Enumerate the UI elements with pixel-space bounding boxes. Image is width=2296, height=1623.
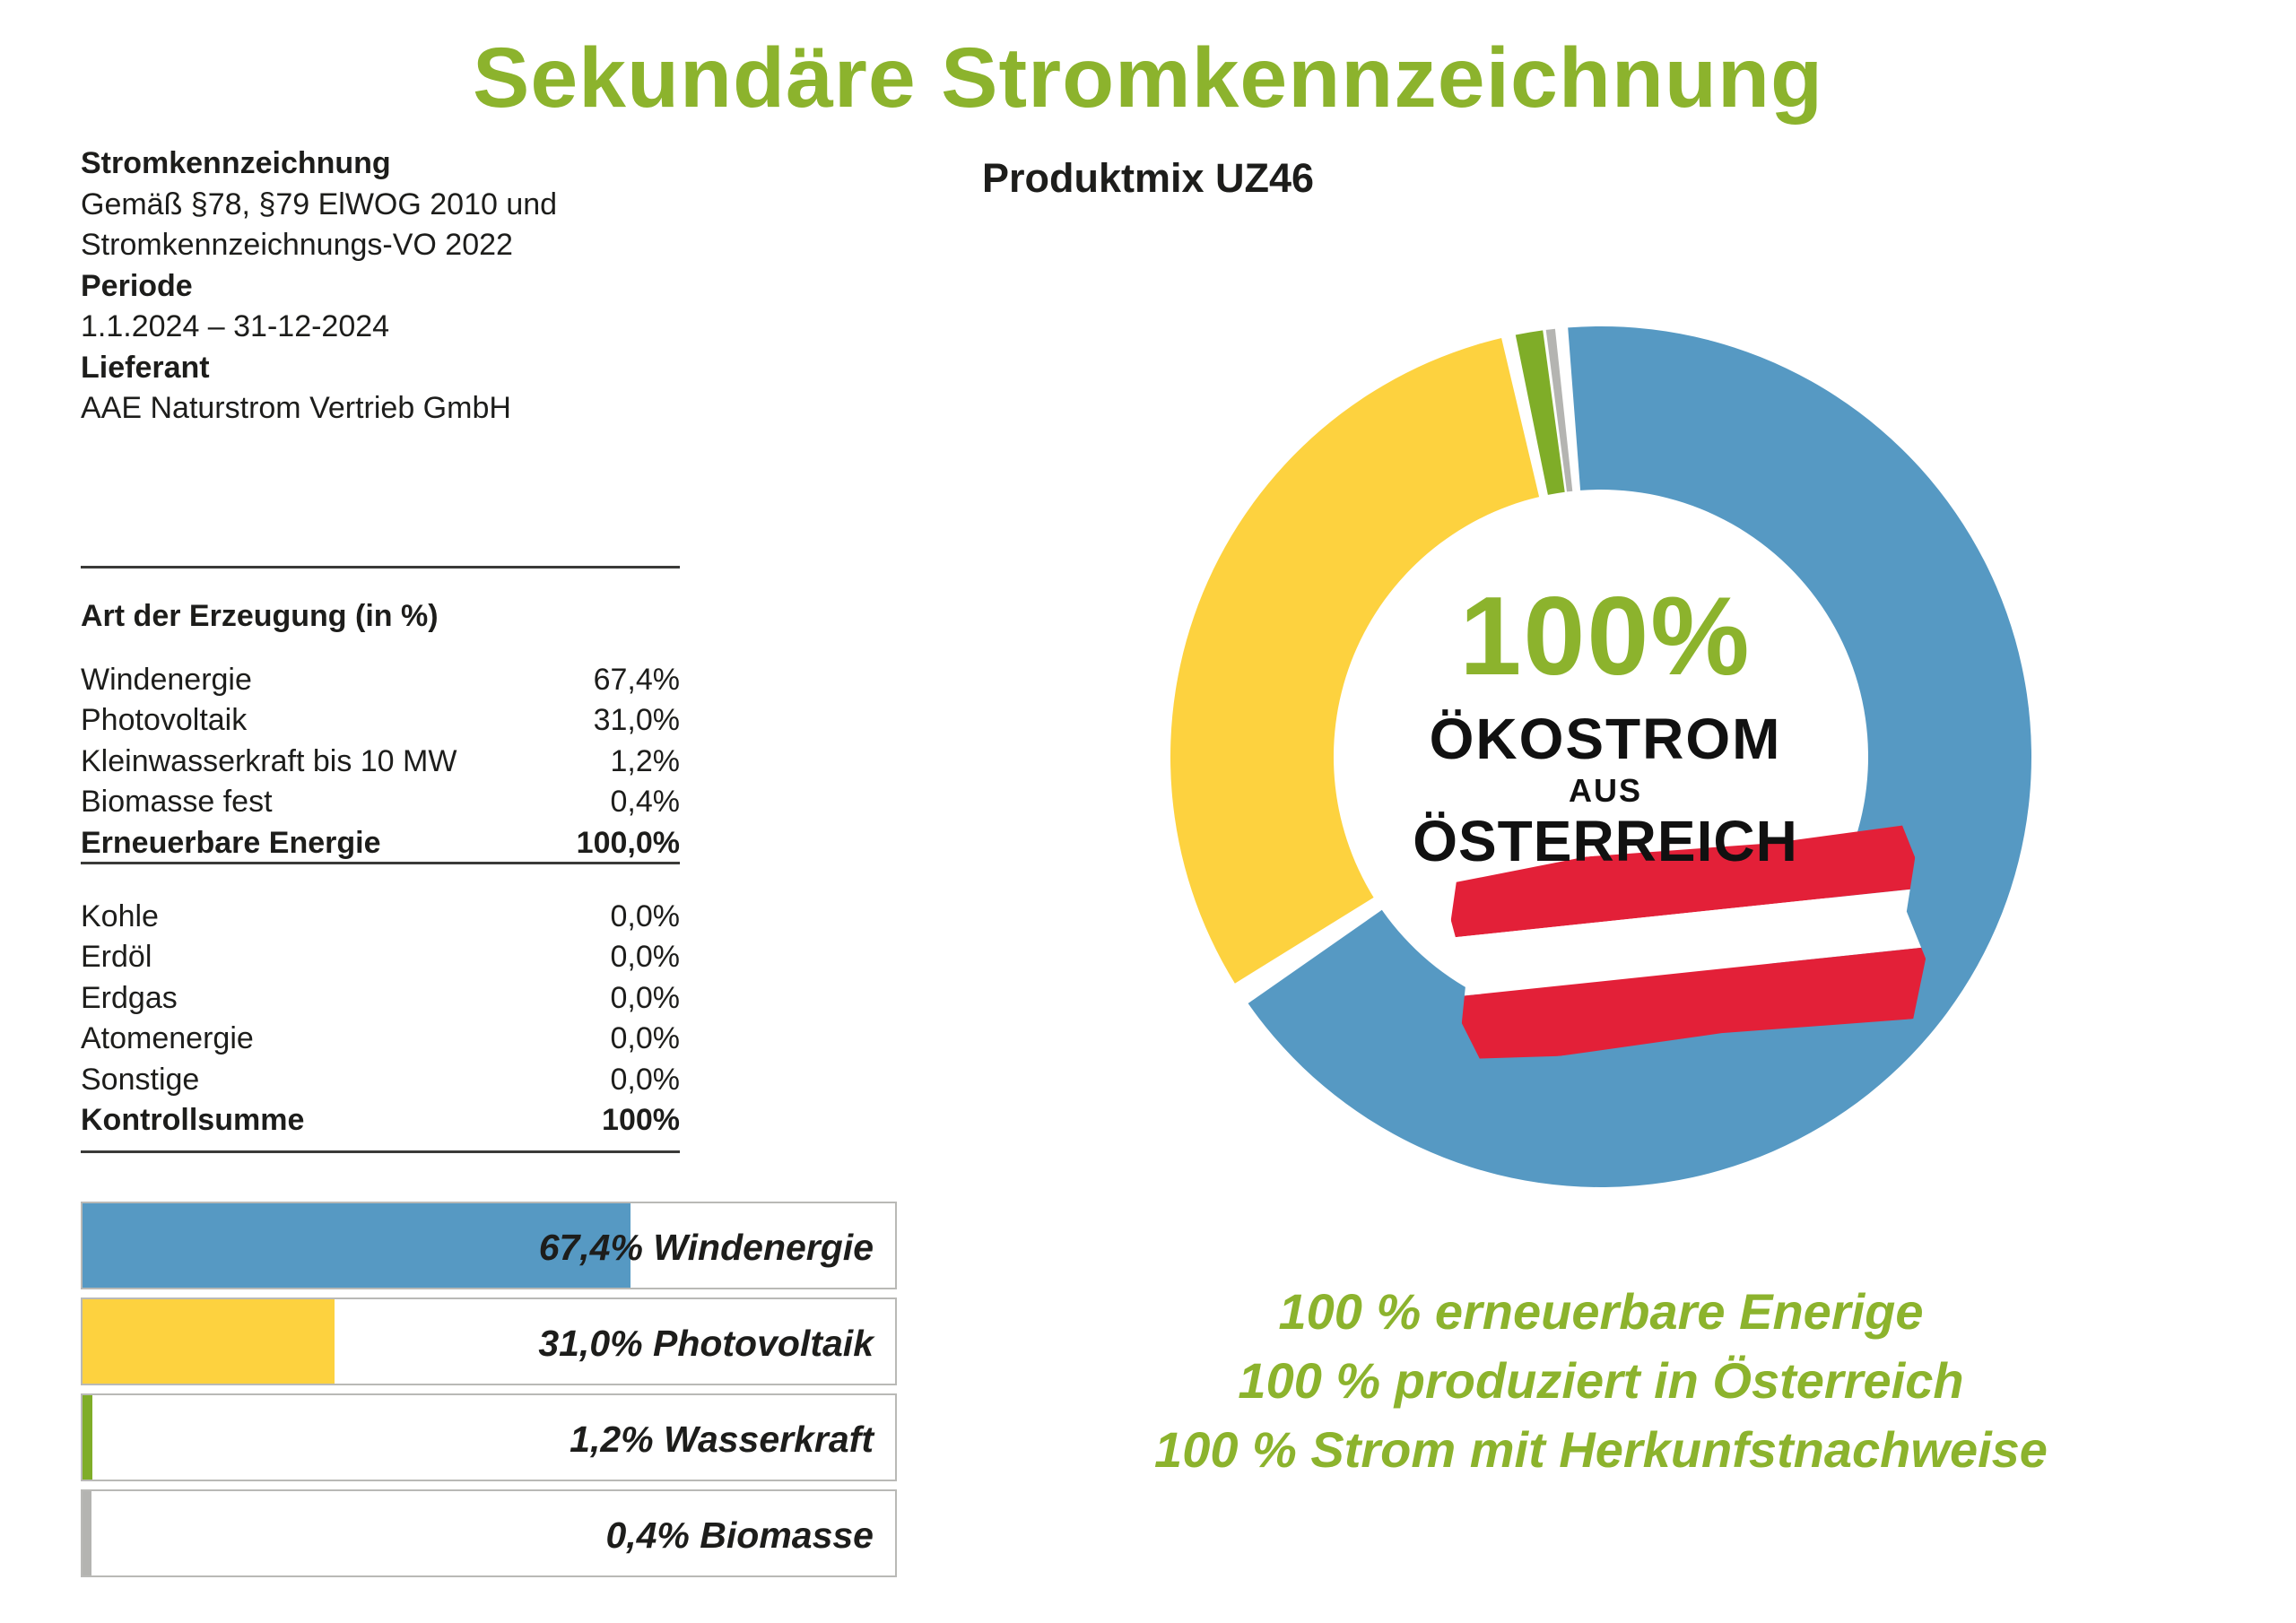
info-block: Stromkennzeichnung Gemäß §78, §79 ElWOG … [81, 143, 557, 430]
bar-label: 67,4% Windenergie [538, 1227, 874, 1268]
slogan-line-1: 100 % erneuerbare Enerige [1278, 1283, 1924, 1340]
row-value: 0,4% [610, 785, 681, 820]
bar-label: 0,4% Biomasse [605, 1515, 874, 1556]
row-value: 67,4% [593, 663, 680, 697]
donut-center-badge: 100% ÖKOSTROM AUS ÖSTERREICH [1166, 581, 2045, 870]
table-header: Art der Erzeugung (in %) [81, 599, 439, 633]
row-label: Sonstige [81, 1062, 200, 1097]
bar-fill-windenergie [83, 1203, 631, 1288]
bar-row-biomasse: 0,4% Biomasse [81, 1489, 897, 1577]
row-label: Kleinwasserkraft bis 10 MW [81, 743, 457, 778]
bar-row-windenergie: 67,4% Windenergie [81, 1202, 897, 1289]
divider [81, 566, 680, 568]
row-value: 100,0% [576, 825, 680, 860]
slogan-block: 100 % erneuerbare Enerige 100 % produzie… [1040, 1277, 2161, 1484]
info-periode-value: 1.1.2024 – 31-12-2024 [81, 309, 390, 343]
table-row: Biomasse fest 0,4% [81, 782, 680, 822]
table-row-checksum: Kontrollsumme 100% [81, 1100, 680, 1141]
page-title: Sekundäre Stromkennzeichnung [472, 30, 1824, 126]
row-label: Atomenergie [81, 1021, 254, 1056]
badge-percent: 100% [1459, 575, 1752, 699]
row-value: 0,0% [610, 940, 681, 975]
badge-oekostrom: ÖKOSTROM [1429, 707, 1782, 771]
table-row: Photovoltaik 31,0% [81, 700, 680, 741]
table-row: Sonstige 0,0% [81, 1060, 680, 1100]
row-value: 0,0% [610, 1062, 681, 1097]
bar-row-wasserkraft: 1,2% Wasserkraft [81, 1393, 897, 1481]
bar-label: 31,0% Photovoltaik [538, 1323, 874, 1364]
bar-label: 1,2% Wasserkraft [570, 1419, 874, 1460]
row-label: Erdgas [81, 980, 178, 1015]
row-value: 31,0% [593, 703, 680, 738]
info-legal-line-1: Gemäß §78, §79 ElWOG 2010 und [81, 187, 558, 221]
bar-chart: 67,4% Windenergie 31,0% Photovoltaik 1,2… [81, 1202, 897, 1585]
donut-slice-2 [1515, 330, 1565, 495]
row-label: Kohle [81, 899, 159, 933]
bar-fill-photovoltaik [83, 1299, 335, 1384]
row-label: Windenergie [81, 663, 252, 697]
slogan-line-3: 100 % Strom mit Herkunfstnachweise [1154, 1421, 2048, 1478]
donut-slice-3 [1545, 328, 1573, 492]
table-row: Erdöl 0,0% [81, 937, 680, 977]
row-label: Kontrollsumme [81, 1102, 305, 1137]
table-row: Erdgas 0,0% [81, 978, 680, 1019]
badge-aus: AUS [1568, 772, 1642, 809]
bar-fill-wasserkraft [83, 1395, 92, 1480]
row-label: Erneuerbare Energie [81, 825, 381, 860]
info-lieferant-value: AAE Naturstrom Vertrieb GmbH [81, 391, 511, 425]
divider [81, 1150, 680, 1153]
row-value: 100% [602, 1102, 680, 1137]
info-label-periode: Periode [81, 268, 193, 303]
others-table: Kohle 0,0% Erdöl 0,0% Erdgas 0,0% Atomen… [81, 897, 680, 1141]
table-row-total: Erneuerbare Energie 100,0% [81, 823, 680, 864]
badge-oesterreich: ÖSTERREICH [1413, 809, 1798, 873]
row-label: Photovoltaik [81, 703, 248, 738]
row-value: 0,0% [610, 899, 681, 933]
info-label-stromkennzeichnung: Stromkennzeichnung [81, 146, 391, 180]
donut-chart: 100% ÖKOSTROM AUS ÖSTERREICH [1166, 316, 2045, 1203]
bar-fill-biomasse [83, 1491, 91, 1575]
table-row: Atomenergie 0,0% [81, 1019, 680, 1059]
table-row: Windenergie 67,4% [81, 660, 680, 700]
divider [81, 862, 680, 864]
row-value: 0,0% [610, 980, 681, 1015]
donut-slice-1 [1170, 338, 1540, 984]
row-value: 1,2% [610, 743, 681, 778]
row-label: Erdöl [81, 940, 152, 975]
slogan-line-2: 100 % produziert in Österreich [1238, 1352, 1964, 1409]
renewables-table: Windenergie 67,4% Photovoltaik 31,0% Kle… [81, 660, 680, 864]
info-legal-line-2: Stromkennzeichnungs-VO 2022 [81, 228, 513, 262]
table-row: Kohle 0,0% [81, 897, 680, 937]
row-value: 0,0% [610, 1021, 681, 1056]
table-row: Kleinwasserkraft bis 10 MW 1,2% [81, 742, 680, 782]
bar-row-photovoltaik: 31,0% Photovoltaik [81, 1298, 897, 1385]
info-label-lieferant: Lieferant [81, 350, 210, 385]
page-subtitle: Produktmix UZ46 [981, 155, 1315, 201]
row-label: Biomasse fest [81, 785, 273, 820]
